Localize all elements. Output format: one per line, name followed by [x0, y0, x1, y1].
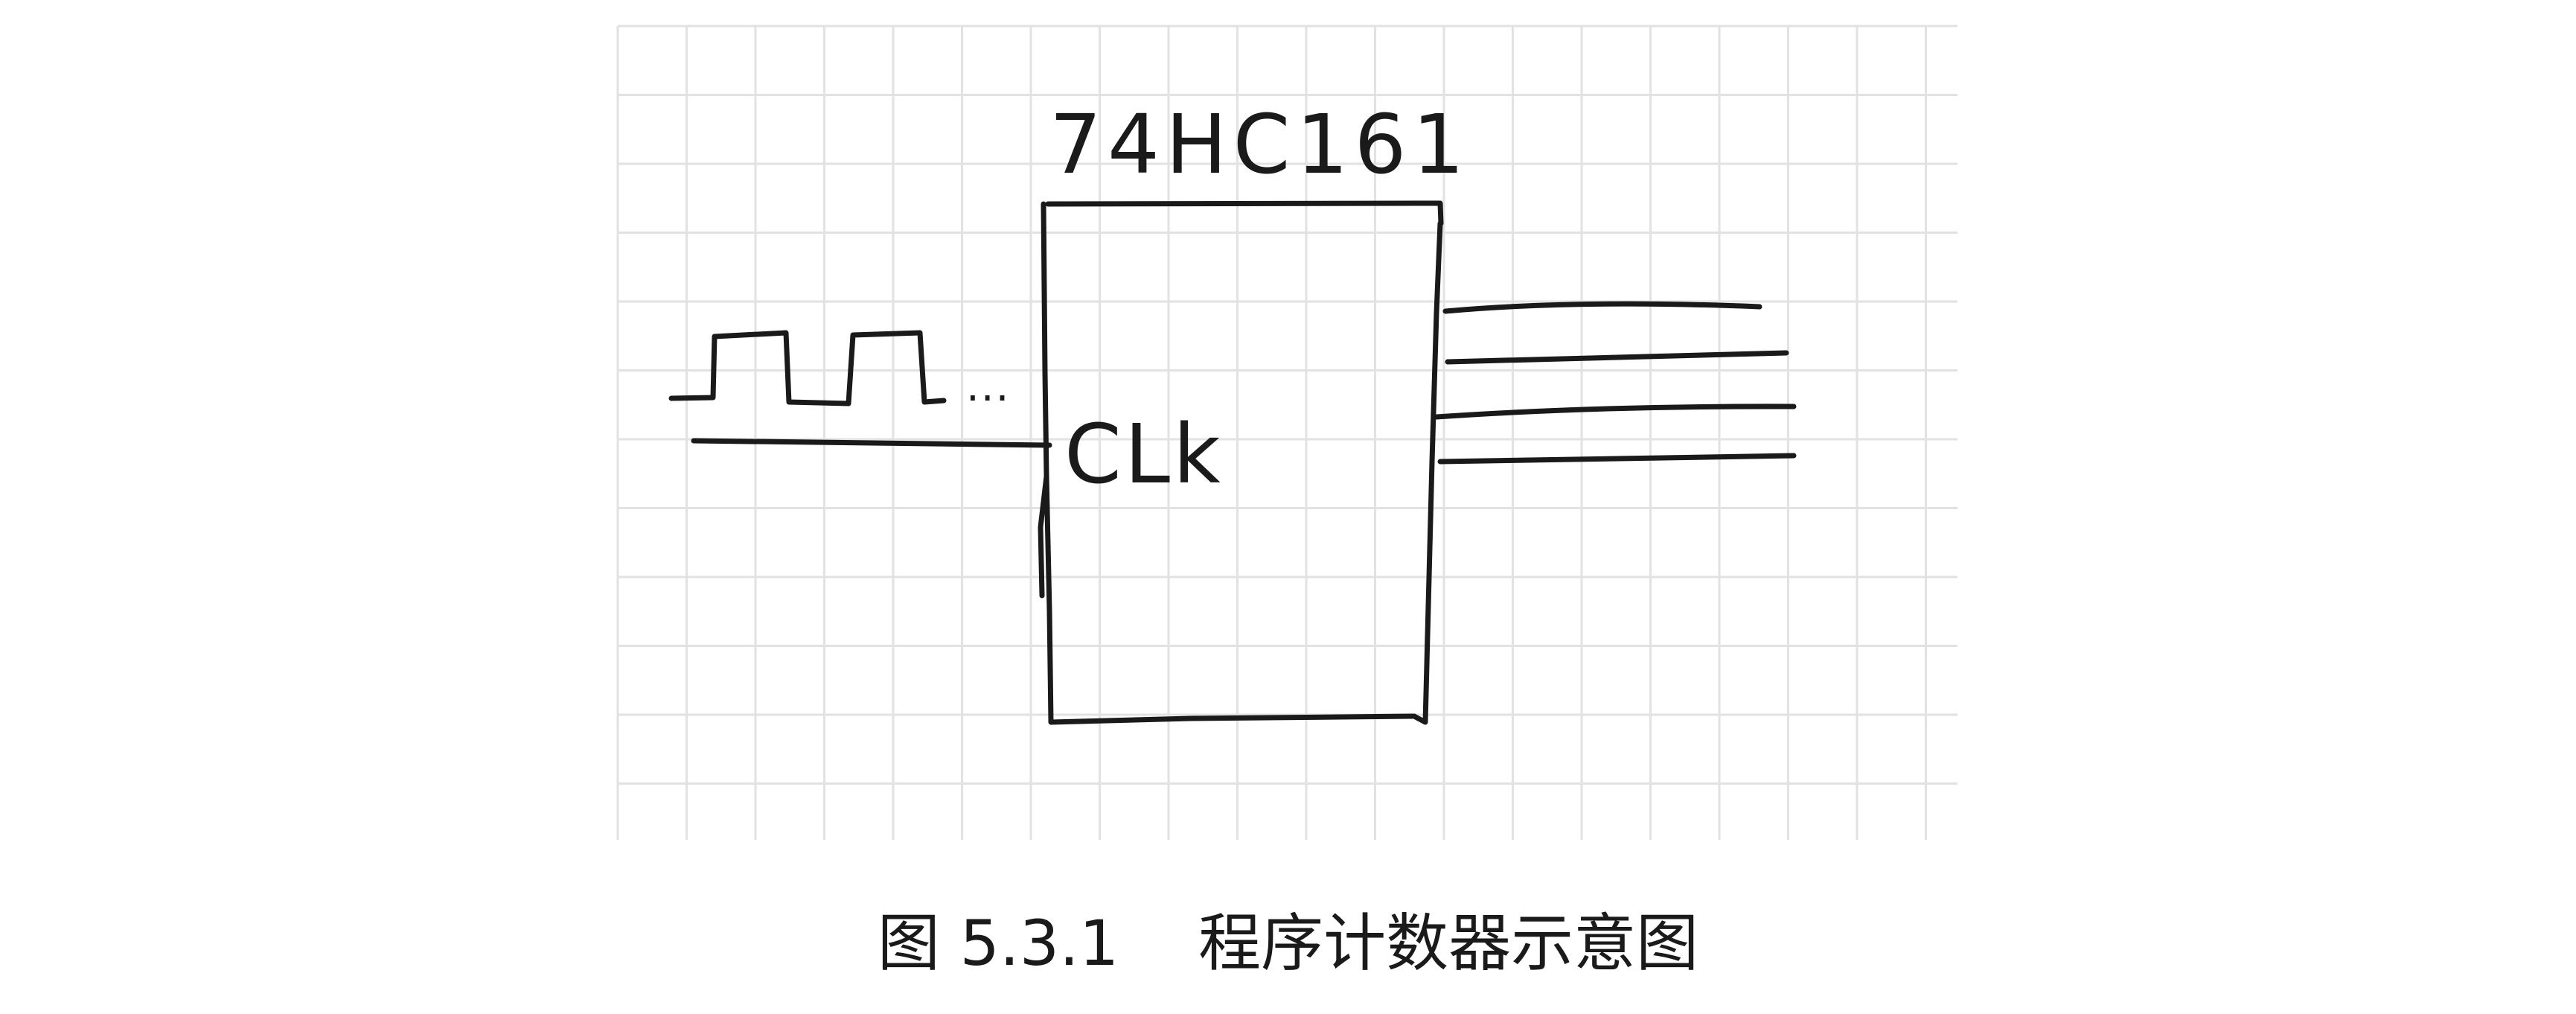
output-line-q2	[1434, 404, 1797, 420]
caption-gap	[1119, 907, 1198, 980]
output-line-q1	[1445, 350, 1789, 365]
chip-body-box	[1038, 200, 1444, 725]
output-line-q3	[1437, 453, 1797, 465]
clock-square-wave	[668, 330, 947, 406]
figure-title: 程序计数器示意图	[1198, 907, 1699, 980]
chip-label: 74HC161	[1049, 97, 1470, 192]
grid-paper	[616, 25, 1957, 840]
wave-ellipsis: ...	[966, 363, 1010, 411]
clock-input-line	[691, 438, 1052, 448]
figure-caption: 图 5.3.1 程序计数器示意图	[0, 893, 2576, 983]
clock-pin-label: CLk	[1064, 406, 1224, 502]
figure-number: 图 5.3.1	[877, 907, 1119, 980]
output-line-q0	[1442, 301, 1762, 314]
